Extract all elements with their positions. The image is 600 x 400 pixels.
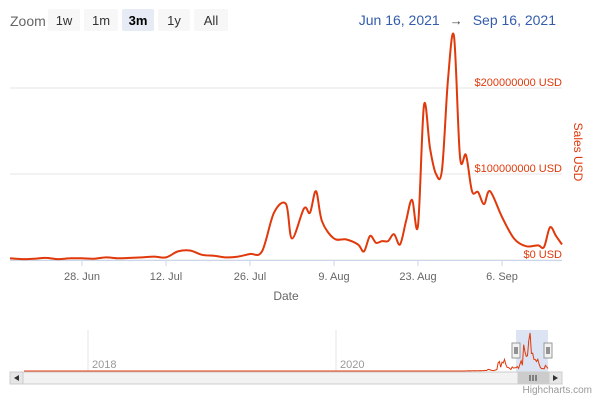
navigator-series-line	[24, 332, 549, 372]
date-range: Jun 16, 2021 → Sep 16, 2021	[359, 12, 556, 28]
x-tick-label: 26. Jul	[234, 271, 266, 283]
zoom-label: Zoom	[10, 13, 46, 29]
scrollbar[interactable]	[9, 371, 563, 385]
navigator-handle-left[interactable]	[511, 342, 521, 359]
scroll-left-button[interactable]	[9, 371, 24, 385]
y-axis: $0 USD $100000000 USD $200000000 USD	[475, 77, 563, 261]
range-arrow-icon: →	[449, 12, 463, 28]
navigator-label-2018: 2018	[92, 359, 116, 371]
x-tick-label: 28. Jun	[64, 271, 100, 283]
zoom-button-3m[interactable]: 3m	[122, 9, 154, 31]
range-from-input[interactable]: Jun 16, 2021	[358, 12, 440, 28]
triangle-left-icon	[14, 375, 19, 381]
zoom-button-1w[interactable]: 1w	[48, 9, 80, 31]
scroll-right-button[interactable]	[548, 371, 563, 385]
x-tick-label: 6. Sep	[486, 271, 518, 283]
y-axis-title: Sales USD	[571, 123, 585, 182]
navigator[interactable]: 2018 2020	[10, 330, 562, 372]
x-tick-label: 9. Aug	[318, 271, 349, 283]
y-tick-label: $200000000 USD	[475, 77, 563, 89]
x-axis: 28. Jun 12. Jul 26. Jul 9. Aug 23. Aug 6. Sep	[64, 260, 518, 283]
sales-series-line	[9, 32, 563, 261]
zoom-button-1y[interactable]: 1y	[158, 9, 190, 31]
triangle-right-icon	[553, 375, 558, 381]
three-bars-grip-icon	[529, 375, 537, 381]
y-tick-label: $0 USD	[523, 249, 562, 261]
range-to-input[interactable]: Sep 16, 2021	[472, 12, 556, 28]
zoom-button-1m[interactable]: 1m	[84, 9, 118, 31]
y-tick-label: $100000000 USD	[475, 163, 563, 175]
navigator-label-2020: 2020	[340, 359, 364, 371]
range-selector: Zoom 1w 1m 3m 1y All Jun 16, 2021 → Sep …	[0, 0, 600, 40]
navigator-handle-right[interactable]	[543, 342, 553, 359]
navigator-selected-range[interactable]	[516, 330, 548, 372]
x-tick-label: 23. Aug	[399, 271, 436, 283]
zoom-button-all[interactable]: All	[194, 9, 228, 31]
x-tick-label: 12. Jul	[150, 271, 182, 283]
credits-link[interactable]: Highcharts.com	[522, 385, 592, 396]
x-axis-title: Date	[273, 289, 299, 303]
